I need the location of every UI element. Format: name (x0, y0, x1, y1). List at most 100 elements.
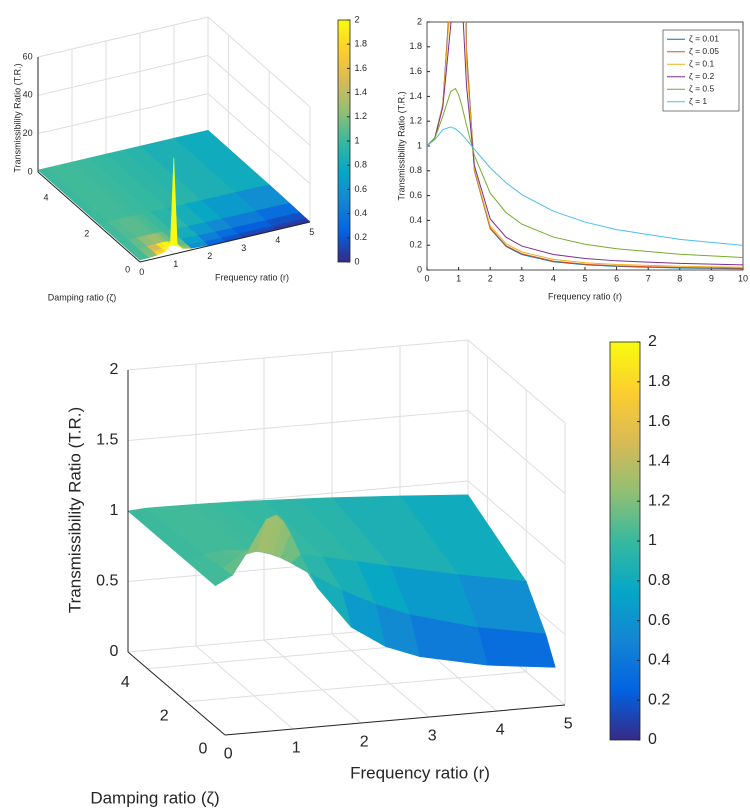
legend-label: ζ = 0.01 (689, 34, 719, 44)
series-line (427, 126, 743, 246)
colorbar-tick-label: 0.2 (648, 691, 670, 708)
x-tick-label: 4 (275, 235, 280, 245)
grid-line (467, 480, 566, 565)
legend-label: ζ = 0.2 (689, 71, 715, 81)
colorbar-tick-label: 1.6 (648, 413, 670, 430)
grid-line (127, 410, 469, 441)
colorbar-tick-label: 0.8 (648, 572, 670, 589)
surface-patch (138, 256, 149, 261)
series-line (427, 22, 743, 268)
y-tick-label: 4 (121, 674, 130, 691)
x-tick-label: 3 (428, 727, 437, 744)
surface-patch (477, 627, 556, 668)
z-tick-label: 0 (28, 166, 33, 176)
z-axis-label: Transmissibility Ratio (T.R.) (65, 407, 84, 613)
z-tick-label: 0 (109, 643, 118, 660)
y-axis-label: Damping ratio (ζ) (90, 788, 219, 807)
colorbar-tick-label: 1.8 (355, 39, 368, 49)
axis-line (127, 651, 226, 736)
legend-label: ζ = 0.5 (689, 84, 715, 94)
back-wall (38, 17, 208, 172)
grid-line (186, 671, 527, 703)
y-tick-label: 2 (417, 16, 422, 26)
z-tick-label: 20 (23, 128, 33, 138)
y-tick-label: 2 (84, 228, 89, 238)
axis-line (37, 171, 141, 263)
y-tick-label: 1.2 (409, 116, 422, 126)
colorbar-tick-label: 0.2 (355, 232, 368, 242)
z-axis-label: Transmissibility Ratio (T.R.) (12, 63, 22, 172)
z-tick-label: 1.5 (96, 432, 118, 449)
colorbar-tick-label: 1.4 (648, 453, 670, 470)
colorbar-tick-label: 0.8 (355, 160, 368, 170)
x-axis-label: Frequency ratio (r) (215, 272, 289, 282)
x-tick-label: 0 (224, 745, 233, 762)
colorbar-tick-label: 0 (355, 256, 360, 266)
z-tick-label: 1 (109, 502, 118, 519)
legend-label: ζ = 1 (689, 96, 707, 106)
colorbar-tick-label: 0.6 (648, 612, 670, 629)
colorbar-tick-label: 1 (648, 532, 657, 549)
x-tick-label: 10 (738, 273, 748, 283)
grid-line (467, 410, 566, 494)
axis-line (139, 221, 311, 263)
y-tick-label: 0.6 (409, 190, 422, 200)
y-tick-label: 1 (417, 140, 422, 150)
colorbar-tick-label: 1.2 (355, 111, 368, 121)
y-axis-label: Transmissibility Ratio (T.R.) (396, 91, 406, 200)
grid-line (37, 16, 209, 58)
y-tick-label: 0.2 (409, 240, 422, 250)
y-tick-label: 0.4 (409, 215, 422, 225)
surface-patch (181, 247, 192, 249)
y-tick-label: 0 (198, 741, 207, 758)
axis-line (224, 704, 566, 736)
x-tick-label: 5 (309, 227, 314, 237)
x-tick-label: 3 (519, 273, 524, 283)
y-axis-label: Damping ratio (ζ) (48, 292, 117, 302)
colorbar (609, 341, 641, 741)
grid-line (207, 54, 311, 146)
colorbar-tick-label: 1.6 (355, 63, 368, 73)
colorbar-tick-label: 0.4 (648, 652, 670, 669)
grid-line (263, 639, 362, 724)
legend-label: ζ = 0.1 (689, 59, 715, 69)
colorbar-tick-label: 1.8 (648, 373, 670, 390)
grid-line (37, 93, 209, 135)
x-tick-label: 6 (614, 273, 619, 283)
colorbar-tick-label: 2 (355, 14, 360, 24)
x-tick-label: 8 (677, 273, 682, 283)
x-tick-label: 4 (496, 721, 505, 738)
y-tick-label: 0.8 (409, 165, 422, 175)
x-axis-label: Frequency ratio (r) (350, 763, 490, 782)
grid-line (207, 93, 311, 185)
z-tick-label: 40 (23, 90, 33, 100)
z-tick-label: 2 (109, 361, 118, 378)
x-tick-label: 5 (564, 715, 573, 732)
series-line (427, 87, 743, 258)
x-tick-label: 0 (139, 267, 144, 277)
y-tick-label: 1.6 (409, 66, 422, 76)
y-tick-label: 2 (160, 707, 169, 724)
x-tick-label: 9 (709, 273, 714, 283)
grid-line (467, 339, 566, 424)
z-tick-label: 60 (23, 51, 33, 61)
series-line (427, 22, 743, 266)
legend-box (662, 29, 740, 112)
x-tick-label: 7 (646, 273, 651, 283)
y-tick-label: 0 (417, 264, 422, 274)
grid-line (127, 339, 469, 371)
colorbar-tick-label: 2 (648, 333, 657, 350)
z-tick-label: 0.5 (96, 573, 118, 590)
x-tick-label: 2 (360, 733, 369, 750)
x-tick-label: 4 (551, 273, 556, 283)
x-tick-label: 5 (582, 273, 587, 283)
grid-line (331, 633, 430, 718)
grid-line (195, 645, 294, 730)
colorbar-tick-label: 0.4 (355, 208, 368, 218)
x-axis-label: Frequency ratio (r) (548, 291, 622, 301)
legend-label: ζ = 0.05 (689, 46, 719, 56)
surface-patch (205, 568, 233, 587)
colorbar-tick-label: 1.4 (355, 87, 368, 97)
x-tick-label: 0 (424, 273, 429, 283)
